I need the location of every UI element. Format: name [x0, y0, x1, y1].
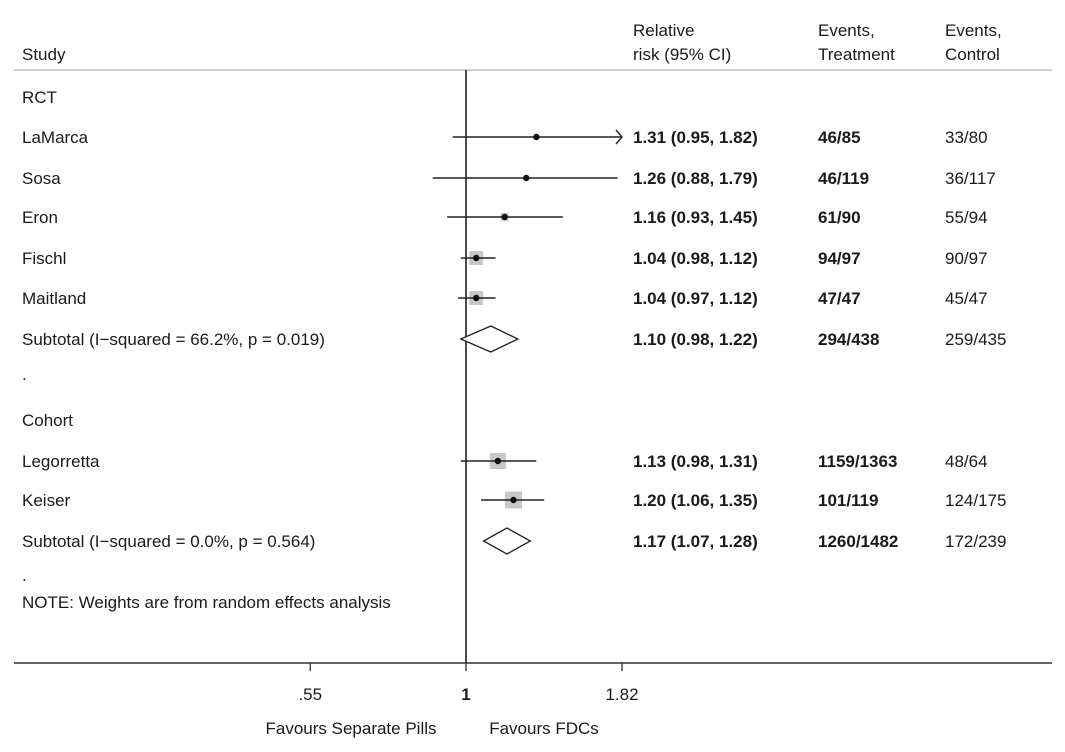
ci-arrow: [615, 129, 623, 145]
x-tick-label: 1.82: [605, 685, 638, 704]
note-text: NOTE: Weights are from random effects an…: [22, 593, 391, 612]
events-control: 45/47: [945, 289, 988, 308]
point-estimate: [494, 457, 502, 465]
x-tick-label: 1: [461, 685, 470, 704]
ci-text: 1.16 (0.93, 1.45): [633, 208, 758, 227]
events-treatment: 46/85: [818, 128, 861, 147]
events-treatment: 46/119: [818, 169, 869, 188]
events-treatment: 47/47: [818, 289, 861, 308]
subtotal-diamond: [482, 527, 532, 555]
events-control: 172/239: [945, 532, 1006, 551]
study-label-maitland: Maitland: [22, 289, 86, 308]
events-control: 55/94: [945, 208, 988, 227]
ci-text: 1.13 (0.98, 1.31): [633, 452, 758, 471]
subtotal-label: Subtotal (I−squared = 66.2%, p = 0.019): [22, 330, 325, 349]
events-control: 33/80: [945, 128, 988, 147]
events-treatment: 294/438: [818, 330, 879, 349]
header-study: Study: [22, 45, 66, 64]
header-rr-line1: Relative: [633, 21, 694, 40]
events-treatment: 94/97: [818, 249, 861, 268]
x-caption-left: Favours Separate Pills: [265, 719, 436, 738]
events-control: 259/435: [945, 330, 1006, 349]
subtotal-diamond: [459, 325, 520, 353]
group-label: Cohort: [22, 411, 73, 430]
events-control: 48/64: [945, 452, 988, 471]
ci-text: 1.04 (0.97, 1.12): [633, 289, 758, 308]
header-events-treatment-line1: Events,: [818, 21, 875, 40]
point-estimate: [510, 496, 517, 504]
ci-text: 1.26 (0.88, 1.79): [633, 169, 758, 188]
events-treatment: 101/119: [818, 491, 879, 510]
events-treatment: 1260/1482: [818, 532, 898, 551]
events-treatment: 61/90: [818, 208, 861, 227]
x-caption-right: Favours FDCs: [489, 719, 599, 738]
ci-text: 1.31 (0.95, 1.82): [633, 128, 758, 147]
ci-text: 1.17 (1.07, 1.28): [633, 532, 758, 551]
study-label-eron: Eron: [22, 208, 58, 227]
header-events-treatment-line2: Treatment: [818, 45, 895, 64]
header-rr-line2: risk (95% CI): [633, 45, 731, 64]
point-estimate: [523, 174, 530, 182]
study-label-legorretta: Legorretta: [22, 452, 100, 471]
ci-text: 1.10 (0.98, 1.22): [633, 330, 758, 349]
point-estimate: [501, 213, 508, 221]
group-label: RCT: [22, 88, 57, 107]
x-tick-label: .55: [298, 685, 322, 704]
header-events-control-line2: Control: [945, 45, 1000, 64]
subtotal-label: Subtotal (I−squared = 0.0%, p = 0.564): [22, 532, 315, 551]
point-estimate: [473, 254, 480, 262]
study-label-lamarca: LaMarca: [22, 128, 89, 147]
ci-text: 1.20 (1.06, 1.35): [633, 491, 758, 510]
events-control: 124/175: [945, 491, 1006, 510]
header-events-control-line1: Events,: [945, 21, 1002, 40]
point-estimate: [473, 294, 480, 302]
spacer-dot: .: [22, 566, 27, 585]
events-control: 36/117: [945, 169, 996, 188]
point-estimate: [533, 133, 540, 141]
study-label-sosa: Sosa: [22, 169, 61, 188]
spacer-dot: .: [22, 365, 27, 384]
ci-text: 1.04 (0.98, 1.12): [633, 249, 758, 268]
events-treatment: 1159/1363: [818, 452, 897, 471]
study-label-keiser: Keiser: [22, 491, 71, 510]
study-label-fischl: Fischl: [22, 249, 66, 268]
events-control: 90/97: [945, 249, 988, 268]
